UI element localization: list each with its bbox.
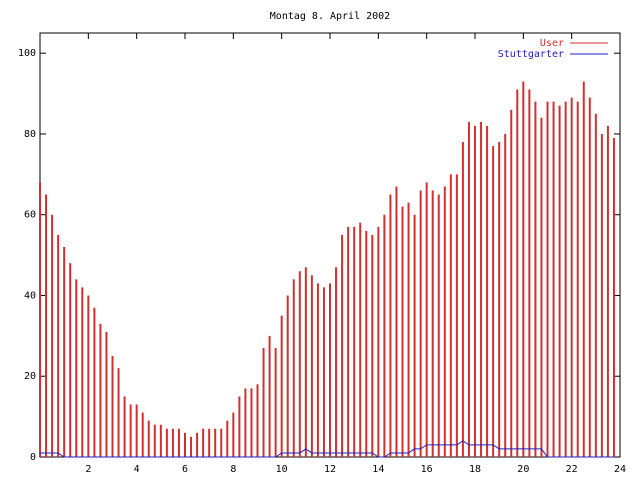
x-tick-label: 16 (421, 464, 433, 475)
legend-label: User (540, 38, 564, 49)
x-tick-label: 4 (134, 464, 140, 475)
series-line (40, 440, 614, 458)
x-tick-label: 6 (182, 464, 188, 475)
legend-label: Stuttgarter (498, 49, 564, 60)
y-tick-label: 0 (30, 452, 36, 463)
x-tick-label: 22 (566, 464, 578, 475)
x-tick-label: 18 (469, 464, 481, 475)
x-tick-label: 12 (324, 464, 336, 475)
x-tick-label: 8 (230, 464, 236, 475)
y-tick-label: 80 (24, 129, 36, 140)
y-tick-label: 100 (18, 48, 36, 59)
y-tick-label: 20 (24, 371, 36, 382)
chart-title: Montag 8. April 2002 (270, 11, 390, 22)
x-tick-label: 24 (614, 464, 626, 475)
y-tick-label: 60 (24, 210, 36, 221)
x-tick-label: 20 (517, 464, 529, 475)
x-tick-label: 10 (276, 464, 288, 475)
x-tick-label: 2 (85, 464, 91, 475)
y-tick-label: 40 (24, 290, 36, 301)
x-tick-label: 14 (372, 464, 384, 475)
